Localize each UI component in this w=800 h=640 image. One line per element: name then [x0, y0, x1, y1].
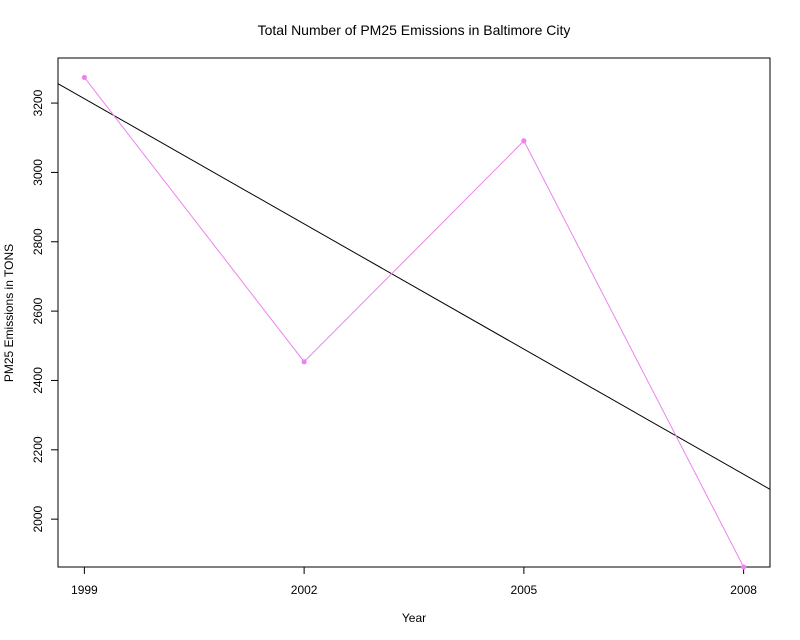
- y-tick-label: 2000: [31, 505, 45, 532]
- data-point: [741, 564, 747, 570]
- plot-frame: [57, 57, 771, 568]
- data-point: [301, 359, 307, 365]
- y-tick-label: 2600: [31, 297, 45, 324]
- y-tick-label: 3200: [31, 89, 45, 116]
- x-tick-label: 2002: [291, 583, 318, 597]
- data-point: [521, 138, 527, 144]
- y-tick-label: 2400: [31, 367, 45, 394]
- plot-area: [57, 74, 771, 570]
- trend-line: [57, 83, 771, 490]
- series-line: [83, 77, 745, 568]
- y-tick-label: 3000: [31, 159, 45, 186]
- chart-title: Total Number of PM25 Emissions in Baltim…: [258, 22, 571, 38]
- x-axis-label: Year: [402, 611, 426, 625]
- x-axis: 1999 2002 2005 2008: [71, 566, 757, 597]
- y-axis: 2000 2200 2400 2600 2800 3000 3200: [31, 89, 59, 533]
- data-point: [81, 74, 87, 81]
- y-axis-label: PM25 Emissions in TONS: [2, 244, 16, 382]
- x-tick-label: 1999: [71, 583, 98, 597]
- x-tick-label: 2005: [511, 583, 538, 597]
- y-tick-label: 2800: [31, 228, 45, 255]
- y-tick-label: 2200: [31, 436, 45, 463]
- x-tick-label: 2008: [730, 583, 757, 597]
